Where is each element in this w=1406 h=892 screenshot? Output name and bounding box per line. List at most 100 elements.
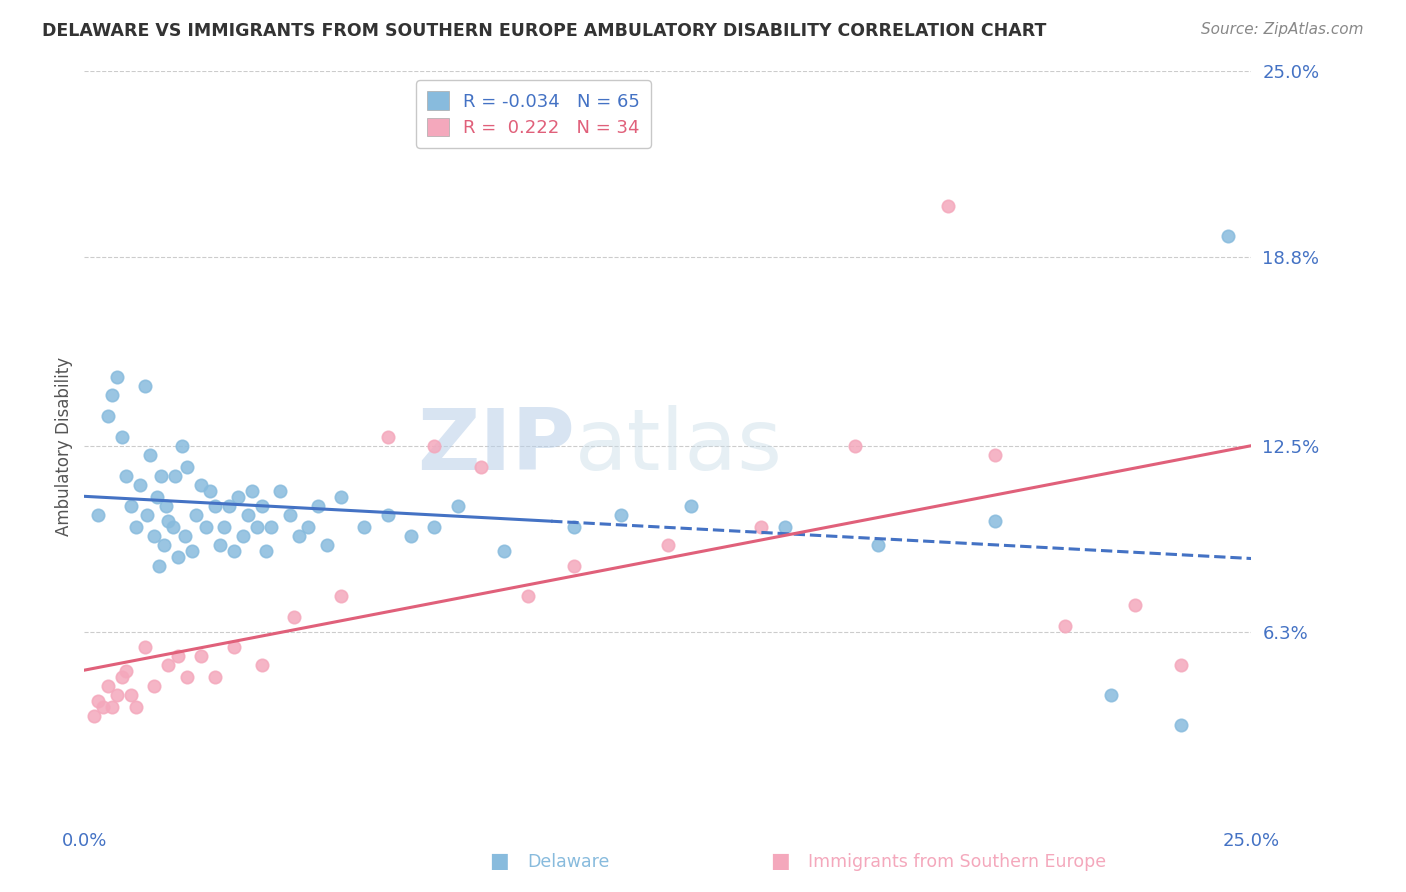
Point	[115, 469, 138, 483]
Point	[194, 520, 217, 534]
Text: Source: ZipAtlas.com: Source: ZipAtlas.com	[1201, 22, 1364, 37]
Point	[87, 508, 110, 522]
Point	[330, 589, 353, 603]
Point	[250, 657, 273, 672]
Point	[143, 679, 166, 693]
Point	[773, 520, 796, 534]
Point	[228, 490, 250, 504]
Text: DELAWARE VS IMMIGRANTS FROM SOUTHERN EUROPE AMBULATORY DISABILITY CORRELATION CH: DELAWARE VS IMMIGRANTS FROM SOUTHERN EUR…	[42, 22, 1046, 40]
Point	[423, 520, 446, 534]
Text: Delaware: Delaware	[527, 853, 610, 871]
Point	[157, 657, 180, 672]
Point	[155, 499, 177, 513]
Point	[162, 520, 184, 534]
Point	[165, 469, 187, 483]
Point	[190, 478, 212, 492]
Point	[1170, 717, 1192, 731]
Point	[214, 520, 236, 534]
Point	[564, 558, 586, 573]
Point	[97, 679, 120, 693]
Text: ■: ■	[489, 851, 509, 871]
Point	[111, 430, 134, 444]
Point	[138, 448, 160, 462]
Point	[204, 670, 226, 684]
Point	[377, 430, 399, 444]
Point	[204, 499, 226, 513]
Text: ■: ■	[770, 851, 790, 871]
Point	[186, 508, 208, 522]
Point	[564, 520, 586, 534]
Point	[983, 448, 1005, 462]
Point	[1170, 657, 1192, 672]
Point	[610, 508, 633, 522]
Point	[180, 544, 202, 558]
Point	[423, 439, 446, 453]
Point	[307, 499, 329, 513]
Point	[125, 520, 148, 534]
Point	[105, 688, 128, 702]
Point	[246, 520, 269, 534]
Point	[749, 520, 772, 534]
Point	[190, 648, 212, 663]
Point	[242, 483, 264, 498]
Point	[236, 508, 259, 522]
Point	[283, 610, 305, 624]
Point	[87, 694, 110, 708]
Point	[1099, 688, 1122, 702]
Point	[260, 520, 283, 534]
Point	[166, 549, 188, 564]
Point	[866, 538, 889, 552]
Point	[288, 529, 311, 543]
Point	[447, 499, 470, 513]
Point	[120, 499, 142, 513]
Point	[120, 688, 142, 702]
Point	[101, 388, 124, 402]
Point	[111, 670, 134, 684]
Point	[494, 544, 516, 558]
Point	[172, 439, 194, 453]
Point	[681, 499, 703, 513]
Point	[150, 469, 173, 483]
Point	[254, 544, 277, 558]
Point	[330, 490, 353, 504]
Point	[145, 490, 167, 504]
Point	[125, 699, 148, 714]
Point	[297, 520, 319, 534]
Point	[1053, 619, 1076, 633]
Point	[83, 708, 105, 723]
Point	[278, 508, 301, 522]
Point	[218, 499, 240, 513]
Point	[134, 379, 156, 393]
Point	[166, 648, 188, 663]
Y-axis label: Ambulatory Disability: Ambulatory Disability	[55, 357, 73, 535]
Point	[470, 460, 492, 475]
Point	[152, 538, 174, 552]
Point	[173, 529, 195, 543]
Point	[136, 508, 159, 522]
Point	[316, 538, 339, 552]
Point	[399, 529, 422, 543]
Point	[134, 640, 156, 654]
Point	[208, 538, 231, 552]
Point	[129, 478, 152, 492]
Point	[157, 514, 180, 528]
Point	[844, 439, 866, 453]
Point	[115, 664, 138, 678]
Point	[936, 199, 959, 213]
Point	[250, 499, 273, 513]
Point	[222, 544, 245, 558]
Point	[232, 529, 254, 543]
Point	[1216, 229, 1239, 244]
Point	[983, 514, 1005, 528]
Point	[176, 460, 198, 475]
Point	[269, 483, 291, 498]
Point	[97, 409, 120, 423]
Text: atlas: atlas	[575, 404, 783, 488]
Point	[148, 558, 170, 573]
Point	[101, 699, 124, 714]
Point	[143, 529, 166, 543]
Point	[105, 370, 128, 384]
Point	[176, 670, 198, 684]
Point	[200, 483, 222, 498]
Point	[353, 520, 375, 534]
